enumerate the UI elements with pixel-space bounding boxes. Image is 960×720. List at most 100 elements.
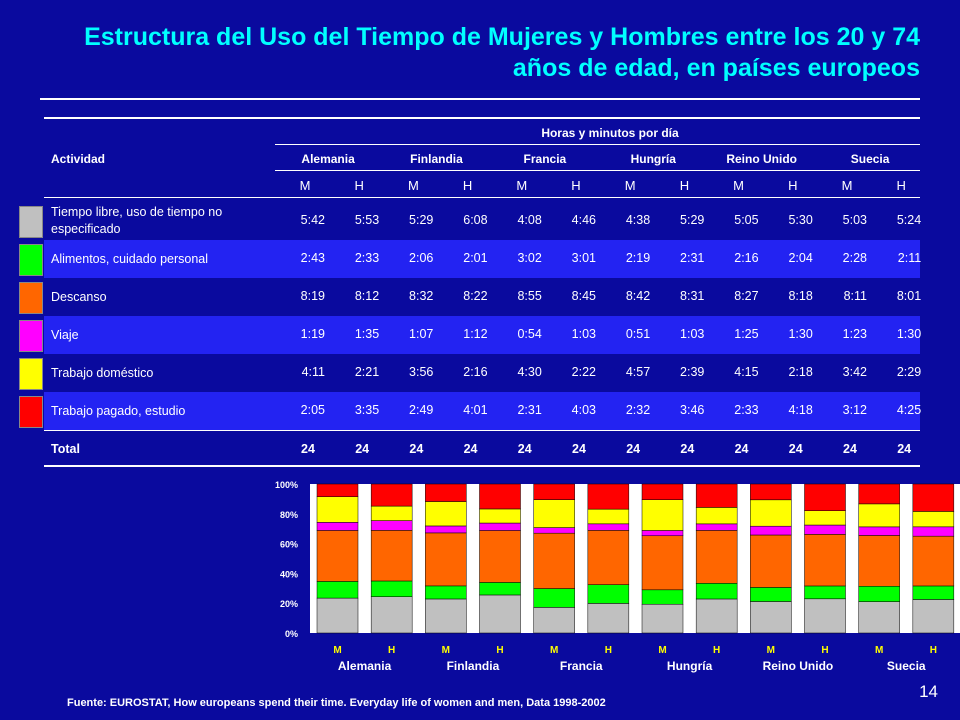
- header-sex: M: [624, 178, 636, 193]
- table-cell: 1:35: [354, 327, 380, 341]
- bar-segment: [479, 483, 521, 510]
- table-cell: 5:42: [300, 213, 325, 227]
- table-cell: 4:11: [301, 365, 325, 379]
- bar-segment: [641, 589, 684, 605]
- total-cell: 24: [680, 442, 695, 456]
- x-tick-label: M: [550, 645, 558, 656]
- bar-segment: [750, 499, 792, 527]
- header-sex: H: [462, 178, 473, 193]
- table-cell: 4:18: [788, 403, 813, 417]
- y-tick-label: 40%: [280, 569, 298, 579]
- bar-segment: [750, 587, 792, 602]
- table-cell: 8:18: [788, 289, 813, 303]
- bar-segment: [479, 522, 521, 531]
- x-tick-label: H: [496, 645, 503, 656]
- bar-segment: [370, 580, 413, 597]
- bar-segment: [912, 535, 955, 587]
- header-group: Horas y minutos por día: [541, 126, 679, 140]
- table-cell: 2:16: [734, 251, 759, 265]
- table-top-line: [44, 117, 920, 119]
- bar-segment: [804, 585, 846, 600]
- table-cell: 2:43: [300, 251, 325, 265]
- table-row-band: [44, 240, 920, 278]
- table-cell: 2:32: [625, 403, 651, 417]
- bar-segment: [804, 534, 846, 587]
- table-cell: 2:16: [463, 365, 488, 379]
- bar-segment: [858, 526, 900, 536]
- bar-segment: [641, 499, 684, 531]
- x-tick-label: H: [605, 645, 612, 656]
- bar-segment: [533, 532, 575, 589]
- header-sex: M: [407, 178, 419, 193]
- table-cell: 3:02: [517, 251, 542, 265]
- table-cell: 2:31: [517, 403, 542, 417]
- header-sex: H: [354, 178, 364, 193]
- plot-area: [310, 484, 960, 633]
- header-country-line: [275, 170, 920, 171]
- bar-segment: [641, 530, 684, 537]
- group-label: Alemania: [338, 659, 392, 673]
- table-cell: 5:05: [734, 213, 759, 227]
- bar-segment: [479, 594, 521, 634]
- table-cell: 4:08: [517, 213, 542, 227]
- bar-segment: [479, 530, 521, 583]
- table-cell: 2:39: [680, 365, 705, 379]
- table-cell: 1:03: [571, 327, 596, 341]
- bar-segment: [750, 525, 792, 536]
- header-country: Francia: [523, 152, 567, 166]
- x-tick-label: M: [333, 645, 341, 656]
- table-cell: 3:56: [409, 365, 434, 379]
- bar-segment: [695, 507, 738, 525]
- bar-segment: [695, 523, 738, 531]
- table-cell: 1:25: [734, 327, 759, 341]
- header-bottom-line: [44, 197, 920, 198]
- header-sex: H: [788, 178, 798, 193]
- bar-segment: [858, 601, 900, 634]
- header-country: Finlandia: [410, 152, 463, 166]
- table-cell: 8:22: [463, 289, 488, 303]
- bar-segment: [587, 483, 630, 510]
- bar-segment: [912, 483, 955, 512]
- y-tick-label: 100%: [275, 480, 298, 490]
- total-top-line: [44, 430, 920, 431]
- bar-segment: [750, 601, 792, 634]
- total-cell: 24: [355, 442, 370, 456]
- y-tick-label: 60%: [280, 540, 298, 550]
- x-tick-label: H: [388, 645, 395, 656]
- title-divider: [40, 98, 920, 100]
- bar-segment: [858, 503, 900, 528]
- header-sex: H: [571, 178, 581, 193]
- bar-segment: [316, 522, 359, 531]
- activity-label: Alimentos, cuidado personal: [51, 251, 209, 266]
- group-label: Reino Unido: [763, 659, 834, 673]
- table-cell: 1:30: [788, 327, 813, 341]
- table-cell: 2:33: [734, 403, 759, 417]
- table-cell: 2:31: [680, 251, 705, 265]
- table-cell: 5:29: [680, 213, 705, 227]
- table-cell: 0:51: [625, 327, 651, 341]
- bar-segment: [750, 483, 792, 501]
- total-cell: 24: [301, 442, 315, 456]
- total-cell: 24: [463, 442, 478, 456]
- total-cell: 24: [626, 442, 641, 456]
- table-cell: 8:42: [625, 289, 651, 303]
- table-cell: 1:23: [842, 327, 867, 341]
- header-sex: M: [516, 178, 528, 193]
- group-label: Francia: [560, 659, 603, 673]
- table-cell: 2:01: [463, 251, 488, 265]
- table-cell: 2:05: [300, 403, 325, 417]
- table-cell: 4:01: [463, 403, 488, 417]
- table-cell: 4:15: [734, 365, 759, 379]
- table-cell: 3:46: [680, 403, 705, 417]
- table-cell: 2:18: [788, 365, 813, 379]
- bar-segment: [695, 530, 738, 584]
- bar-segment: [533, 499, 575, 528]
- group-label: Suecia: [887, 659, 926, 673]
- bar-segment: [533, 483, 575, 500]
- x-tick-label: H: [713, 645, 720, 656]
- bar-segment: [804, 524, 846, 535]
- total-cell: 24: [572, 442, 586, 456]
- total-cell: 24: [517, 442, 532, 456]
- x-tick-label: M: [767, 645, 775, 656]
- table-cell: 1:30: [896, 327, 922, 341]
